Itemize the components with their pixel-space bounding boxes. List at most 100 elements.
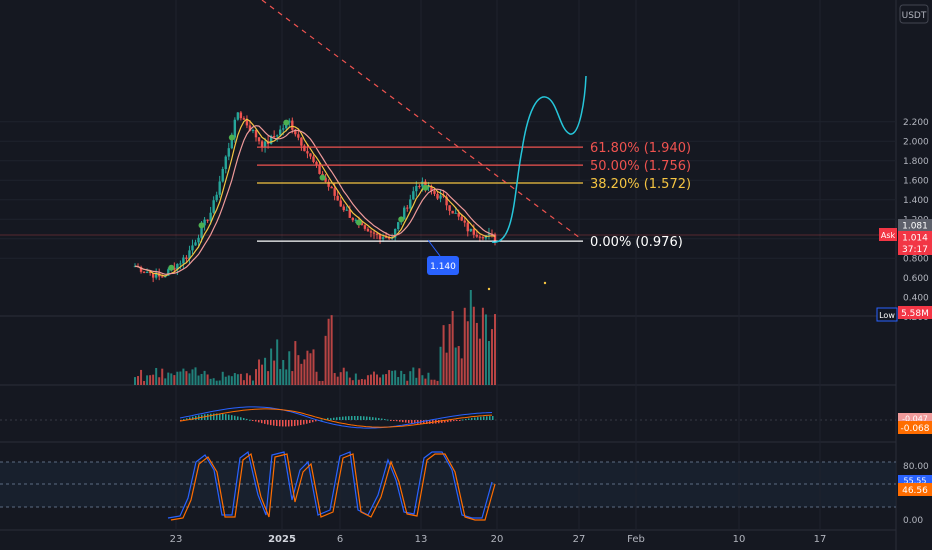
candle-body [161, 276, 164, 278]
candle-body [348, 209, 351, 218]
volume-bar [279, 369, 282, 385]
macd-histogram-bar [408, 420, 410, 423]
macd-histogram-bar [372, 417, 374, 420]
volume-bar [460, 358, 463, 385]
macd-histogram-bar [426, 420, 428, 424]
volume-bar [264, 357, 267, 385]
volume-bar [451, 311, 454, 385]
volume-bar [439, 346, 442, 385]
candle-body [188, 250, 191, 260]
volume-bar [230, 376, 233, 385]
volume-bar [360, 378, 363, 385]
candle-body [245, 119, 249, 126]
volume-bar [149, 375, 152, 385]
volume-bar [309, 353, 312, 385]
candle-body [315, 161, 318, 165]
volume-bar [218, 380, 221, 385]
volume-bar [242, 380, 245, 385]
candle-body [436, 193, 439, 199]
volume-bar [376, 374, 379, 385]
projection-path [491, 75, 587, 243]
macd-histogram-bar [489, 416, 491, 420]
volume-bar [403, 374, 406, 385]
volume-bar [170, 373, 173, 385]
volume-bar [182, 368, 185, 385]
low-callout-line [427, 239, 441, 257]
candle-body [197, 237, 200, 243]
candle-body [409, 199, 412, 209]
descending-trendline [261, 0, 581, 239]
macd-histogram-bar [462, 419, 464, 421]
macd-histogram-bar [192, 416, 194, 420]
volume-bar [490, 329, 493, 385]
macd-histogram-bar [216, 413, 218, 420]
volume-bar [173, 375, 176, 385]
candle-body [372, 232, 376, 234]
candle-body [227, 148, 230, 157]
candle-body [206, 219, 209, 221]
volume-bar [427, 372, 430, 385]
macd-histogram-bar [468, 418, 470, 420]
price-badge-text: 1.014 [902, 234, 928, 244]
price-badge [898, 231, 932, 255]
volume-bar [143, 380, 146, 385]
moving-averages [134, 118, 496, 277]
macd-histogram-bar [492, 416, 494, 420]
currency-badge-box[interactable] [899, 4, 929, 24]
volume-bar [267, 371, 270, 385]
currency-badge[interactable]: USDT [899, 4, 929, 24]
volume-bar [185, 371, 188, 385]
candle-body [297, 134, 300, 138]
volume-bar [472, 306, 475, 385]
macd-histogram-bar [381, 418, 383, 420]
macd-histogram-bar [321, 419, 323, 421]
macd-histogram-bar [456, 420, 458, 421]
candle-body [288, 120, 291, 123]
candle-body [493, 234, 497, 241]
date-label-6: 6 [337, 534, 343, 545]
volume-bar [494, 314, 496, 385]
candle-body [272, 136, 276, 138]
volume-bar [342, 367, 345, 385]
macd-histogram-bar [279, 420, 281, 427]
macd-histogram-bar [411, 420, 413, 424]
candle-body [478, 236, 482, 238]
macd-signal-line [179, 408, 493, 428]
candle-body [294, 129, 297, 135]
signal-marker [319, 174, 326, 181]
low-callout: 1.140 [427, 239, 459, 275]
macd-badge-2 [898, 421, 932, 434]
volume-bar [442, 325, 445, 385]
candle-body [430, 186, 433, 191]
candle-body [309, 153, 312, 157]
candle-body [200, 225, 203, 238]
macd-histogram-bar [261, 420, 263, 424]
macd-histogram-bar [330, 418, 332, 420]
candle-body [475, 234, 479, 237]
volume-bar [300, 363, 303, 385]
candle-body [384, 237, 388, 239]
candle-body [139, 267, 143, 272]
macd-histogram-bar [186, 418, 188, 420]
macd-histogram-bar [447, 420, 449, 423]
macd-histogram-bar [417, 420, 419, 424]
candle-body [218, 181, 221, 195]
last-badge [898, 219, 932, 231]
macd-histogram-bar [333, 417, 335, 420]
candle-body [312, 156, 315, 162]
volume-bar [321, 380, 324, 385]
candle-body [421, 181, 424, 187]
volume-bar [354, 373, 357, 385]
candle-body [282, 128, 285, 130]
volume-bar [248, 375, 251, 385]
volume-bar [251, 380, 254, 385]
macd-histogram-bar [255, 420, 257, 422]
moving-average-line [134, 125, 496, 275]
volume-bar [394, 370, 397, 385]
macd-histogram-bar [453, 420, 455, 422]
signal-dot [543, 281, 547, 285]
candle-body [233, 119, 237, 138]
macd-histogram-bar [486, 416, 488, 420]
volume-bar [424, 378, 427, 385]
